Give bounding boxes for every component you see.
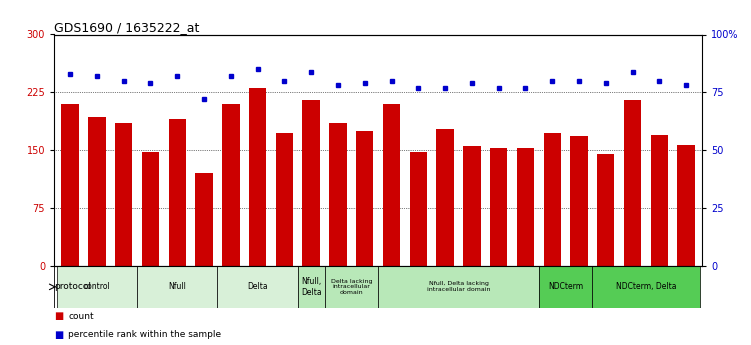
Bar: [463, 146, 481, 266]
FancyBboxPatch shape: [137, 266, 218, 308]
Text: GDS1690 / 1635222_at: GDS1690 / 1635222_at: [54, 21, 200, 34]
Text: NDCterm, Delta: NDCterm, Delta: [616, 282, 676, 292]
Bar: [62, 104, 79, 266]
Text: ■: ■: [54, 330, 63, 340]
Text: Nfull,
Delta: Nfull, Delta: [301, 277, 321, 297]
Bar: [597, 154, 614, 266]
Text: ■: ■: [54, 311, 63, 321]
Bar: [624, 100, 641, 266]
Text: Delta lacking
intracellular
domain: Delta lacking intracellular domain: [330, 278, 372, 295]
Text: control: control: [83, 282, 110, 292]
Text: protocol: protocol: [55, 282, 92, 292]
FancyBboxPatch shape: [593, 266, 699, 308]
FancyBboxPatch shape: [57, 266, 137, 308]
FancyBboxPatch shape: [298, 266, 324, 308]
Bar: [195, 173, 213, 266]
Bar: [517, 148, 534, 266]
Bar: [490, 148, 508, 266]
Text: percentile rank within the sample: percentile rank within the sample: [68, 330, 222, 339]
Text: Nfull: Nfull: [168, 282, 186, 292]
FancyBboxPatch shape: [379, 266, 538, 308]
Bar: [383, 104, 400, 266]
Bar: [356, 131, 373, 266]
Bar: [677, 145, 695, 266]
Bar: [303, 100, 320, 266]
Text: Delta: Delta: [247, 282, 268, 292]
Bar: [570, 136, 588, 266]
Bar: [88, 117, 106, 266]
Bar: [650, 135, 668, 266]
Text: NDCterm: NDCterm: [548, 282, 584, 292]
Bar: [115, 123, 132, 266]
FancyBboxPatch shape: [324, 266, 379, 308]
Bar: [329, 123, 347, 266]
Bar: [168, 119, 186, 266]
Bar: [409, 152, 427, 266]
Bar: [142, 152, 159, 266]
Bar: [276, 133, 293, 266]
Text: Nfull, Delta lacking
intracellular domain: Nfull, Delta lacking intracellular domai…: [427, 282, 490, 292]
Bar: [436, 129, 454, 266]
Text: count: count: [68, 312, 94, 321]
Bar: [222, 104, 240, 266]
FancyBboxPatch shape: [538, 266, 593, 308]
Bar: [249, 88, 267, 266]
Bar: [544, 133, 561, 266]
FancyBboxPatch shape: [218, 266, 298, 308]
